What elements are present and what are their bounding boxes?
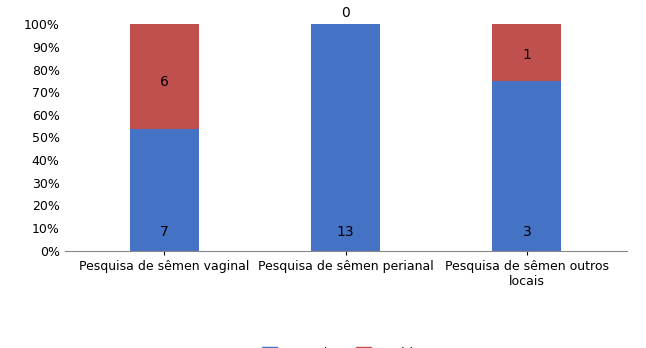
Text: 0: 0 (341, 6, 350, 20)
Text: 7: 7 (160, 225, 169, 239)
Bar (311, 24, 380, 251)
Bar (492, 81, 561, 251)
Legend: Negativo, Positivo: Negativo, Positivo (258, 343, 433, 348)
Bar (492, 24, 561, 81)
Text: 3: 3 (523, 225, 531, 239)
Bar (130, 129, 199, 251)
Text: 1: 1 (523, 48, 532, 62)
Text: 6: 6 (160, 75, 169, 89)
Bar (130, 24, 199, 129)
Text: 13: 13 (337, 225, 355, 239)
